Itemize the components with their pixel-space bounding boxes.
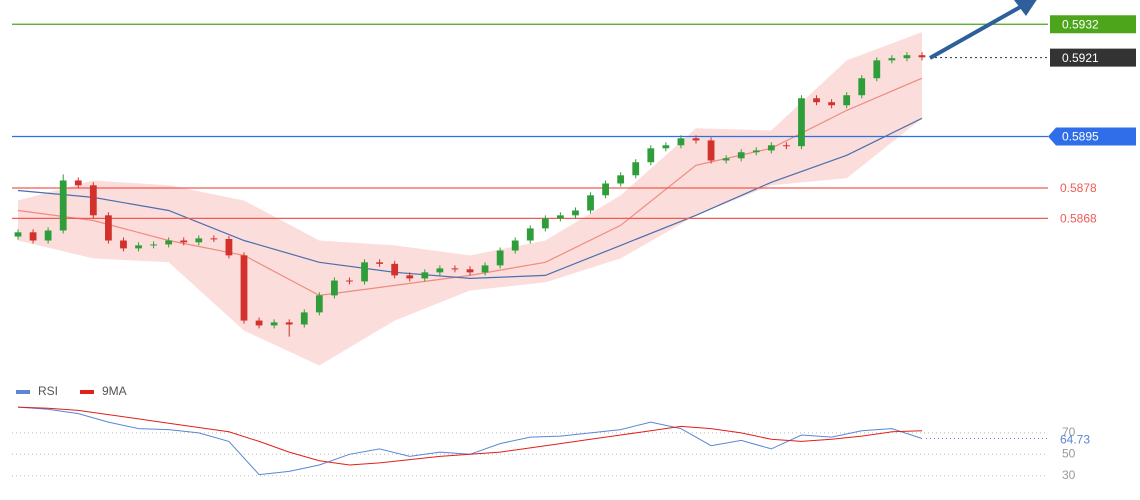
candle-body	[89, 185, 97, 216]
trend-arrow-head	[1014, 0, 1037, 16]
level-label: 0.5868	[1060, 212, 1097, 226]
candle-body	[135, 245, 142, 249]
candle-body	[255, 320, 263, 326]
candle-body	[858, 78, 866, 96]
candle-body	[526, 228, 534, 241]
candle-body	[240, 255, 248, 321]
candle-body	[285, 322, 293, 325]
moving-average	[17, 117, 923, 280]
bollinger-band	[18, 32, 922, 366]
candle-body	[918, 55, 926, 58]
y-tick-label: 30	[1062, 468, 1076, 482]
candle-body	[572, 210, 579, 216]
level-label: 0.5921	[1062, 51, 1099, 65]
level-label-box	[1050, 15, 1136, 34]
candle-body	[120, 240, 127, 249]
candle-body	[707, 140, 715, 161]
candle-body	[270, 322, 278, 326]
candle-body	[843, 95, 851, 106]
candle-body	[225, 238, 233, 256]
y-tick-label: 50	[1062, 446, 1076, 460]
candle-body	[361, 262, 368, 282]
rsi-value-label: 64.73	[1060, 433, 1090, 447]
candle-body	[346, 280, 353, 282]
candle-body	[662, 145, 670, 149]
candle-body	[828, 102, 835, 106]
candle-body	[14, 232, 22, 237]
candle-body	[752, 150, 760, 153]
candle-body	[496, 250, 504, 266]
candle-body	[737, 152, 745, 159]
candle-body	[813, 98, 820, 103]
candle-body	[105, 215, 112, 241]
candle-body	[587, 195, 594, 211]
candle-body	[873, 60, 881, 79]
candle-body	[391, 263, 399, 276]
candle-body	[150, 244, 157, 246]
candle-body	[767, 145, 775, 151]
candle-body	[44, 230, 52, 241]
candle-body	[59, 180, 67, 231]
candle-body	[300, 312, 308, 325]
candle-body	[466, 269, 474, 273]
candle-body	[647, 148, 655, 163]
y-tick-label: 70	[1062, 425, 1076, 439]
level-label-box	[1048, 127, 1136, 146]
candle-body	[888, 58, 896, 61]
candle-body	[180, 240, 188, 243]
candle-body	[511, 240, 519, 251]
candle-body	[421, 272, 429, 279]
candle-body	[195, 238, 203, 243]
candle-body	[376, 262, 383, 264]
candle-body	[29, 232, 37, 241]
legend-label: RSI	[38, 384, 58, 398]
candle-body	[692, 138, 700, 141]
level-label: 0.5932	[1062, 17, 1099, 31]
legend-label: 9MA	[102, 384, 127, 398]
level-label-box	[1050, 48, 1136, 67]
candle-body	[903, 55, 911, 59]
candle-body	[331, 280, 338, 296]
candle-body	[677, 138, 685, 146]
level-label: 0.5878	[1060, 181, 1097, 195]
candle-body	[617, 175, 625, 184]
candle-body	[436, 268, 444, 273]
candle-body	[722, 158, 730, 161]
candle-body	[210, 238, 218, 240]
candle-body	[798, 98, 805, 147]
candle-body	[783, 145, 790, 147]
trend-arrow	[929, 4, 1023, 60]
candle-body	[541, 218, 549, 229]
candle-body	[557, 215, 564, 219]
candle-body	[602, 183, 609, 196]
level-label: 0.5895	[1062, 130, 1099, 144]
candle-body	[632, 162, 640, 176]
candle-body	[451, 268, 459, 270]
rsi-line	[17, 406, 923, 466]
candle-body	[165, 240, 173, 245]
candle-body	[74, 180, 82, 186]
candle-body	[481, 265, 489, 273]
candle-body	[406, 275, 414, 279]
candle-body	[315, 295, 323, 313]
